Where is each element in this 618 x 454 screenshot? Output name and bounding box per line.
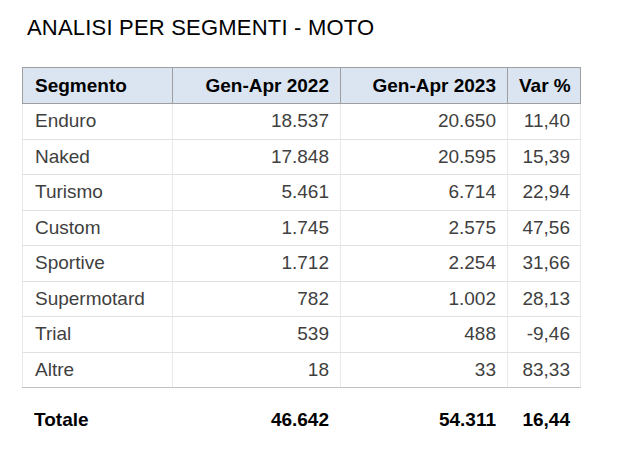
column-header-gen-apr-2022: Gen-Apr 2022 bbox=[173, 68, 341, 104]
table-header: Segmento Gen-Apr 2022 Gen-Apr 2023 Var % bbox=[23, 68, 581, 104]
table-row-supermotard: Supermotard 782 1.002 28,13 bbox=[23, 281, 581, 317]
cell-segment: Sportive bbox=[23, 246, 173, 282]
cell-2022: 1.745 bbox=[173, 210, 341, 246]
cell-var: 83,33 bbox=[508, 352, 581, 388]
cell-segment: Altre bbox=[23, 352, 173, 388]
cell-var: 31,66 bbox=[508, 246, 581, 282]
cell-2022: 539 bbox=[173, 317, 341, 353]
cell-var: 11,40 bbox=[508, 104, 581, 140]
table-row-enduro: Enduro 18.537 20.650 11,40 bbox=[23, 104, 581, 140]
cell-2023: 20.595 bbox=[341, 139, 508, 175]
table-row-turismo: Turismo 5.461 6.714 22,94 bbox=[23, 175, 581, 211]
table-row-altre: Altre 18 33 83,33 bbox=[23, 352, 581, 388]
cell-2022: 18.537 bbox=[173, 104, 341, 140]
cell-2022: 1.712 bbox=[173, 246, 341, 282]
cell-2022: 5.461 bbox=[173, 175, 341, 211]
cell-2023: 1.002 bbox=[341, 281, 508, 317]
total-2023-value: 54.311 bbox=[340, 409, 507, 431]
column-header-segmento: Segmento bbox=[23, 68, 173, 104]
cell-segment: Custom bbox=[23, 210, 173, 246]
table-row-sportive: Sportive 1.712 2.254 31,66 bbox=[23, 246, 581, 282]
cell-var: 22,94 bbox=[508, 175, 581, 211]
cell-var: 28,13 bbox=[508, 281, 581, 317]
cell-2023: 6.714 bbox=[341, 175, 508, 211]
cell-var: 15,39 bbox=[508, 139, 581, 175]
cell-2022: 17.848 bbox=[173, 139, 341, 175]
cell-segment: Naked bbox=[23, 139, 173, 175]
cell-segment: Turismo bbox=[23, 175, 173, 211]
total-label: Totale bbox=[22, 409, 172, 431]
column-header-gen-apr-2023: Gen-Apr 2023 bbox=[341, 68, 508, 104]
cell-2023: 20.650 bbox=[341, 104, 508, 140]
total-var-value: 16,44 bbox=[507, 409, 580, 431]
cell-2022: 782 bbox=[173, 281, 341, 317]
segments-table: Segmento Gen-Apr 2022 Gen-Apr 2023 Var %… bbox=[22, 67, 581, 388]
table-body: Enduro 18.537 20.650 11,40 Naked 17.848 … bbox=[23, 104, 581, 388]
cell-2023: 488 bbox=[341, 317, 508, 353]
table-row-trial: Trial 539 488 -9,46 bbox=[23, 317, 581, 353]
table-row-custom: Custom 1.745 2.575 47,56 bbox=[23, 210, 581, 246]
cell-2022: 18 bbox=[173, 352, 341, 388]
cell-segment: Supermotard bbox=[23, 281, 173, 317]
cell-2023: 2.575 bbox=[341, 210, 508, 246]
cell-2023: 33 bbox=[341, 352, 508, 388]
table-row-naked: Naked 17.848 20.595 15,39 bbox=[23, 139, 581, 175]
total-2022-value: 46.642 bbox=[172, 409, 340, 431]
cell-2023: 2.254 bbox=[341, 246, 508, 282]
cell-var: -9,46 bbox=[508, 317, 581, 353]
cell-segment: Enduro bbox=[23, 104, 173, 140]
cell-segment: Trial bbox=[23, 317, 173, 353]
page-title: ANALISI PER SEGMENTI - MOTO bbox=[27, 15, 374, 41]
header-row: Segmento Gen-Apr 2022 Gen-Apr 2023 Var % bbox=[23, 68, 581, 104]
cell-var: 47,56 bbox=[508, 210, 581, 246]
column-header-var-pct: Var % bbox=[508, 68, 581, 104]
total-row: Totale 46.642 54.311 16,44 bbox=[22, 404, 580, 436]
